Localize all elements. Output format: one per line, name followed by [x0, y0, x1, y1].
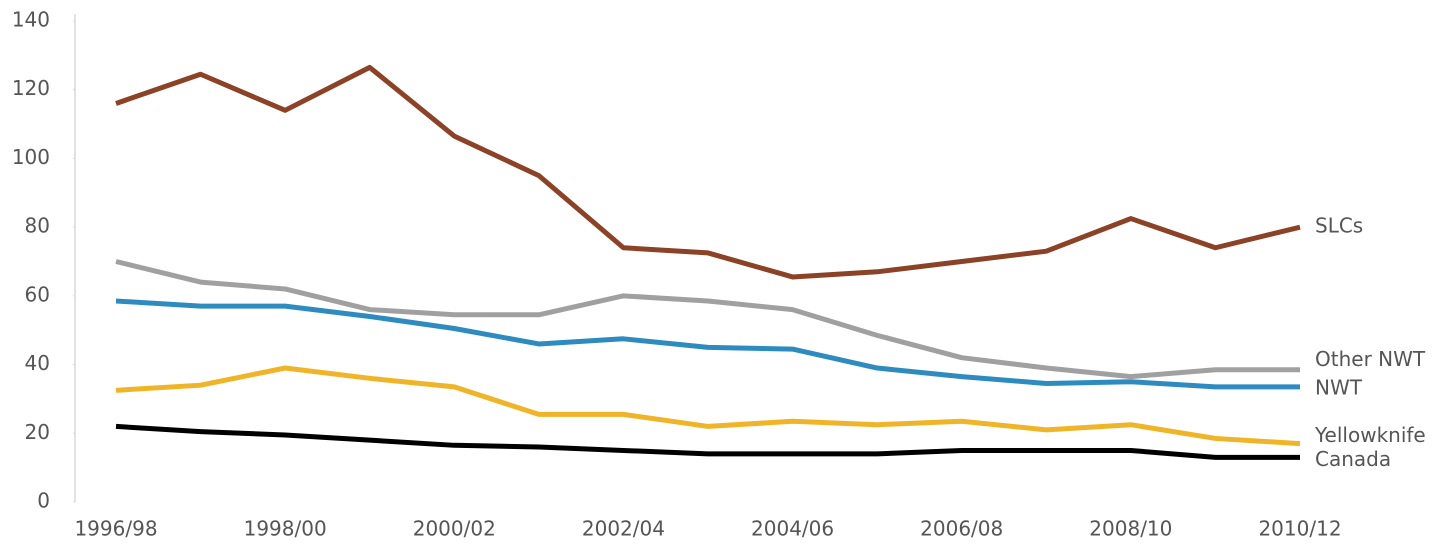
line-series	[115, 298, 1300, 390]
x-tick-label: 2000/02	[413, 517, 496, 541]
x-tick-label: 2008/10	[1089, 517, 1172, 541]
series-label: NWT	[1315, 375, 1363, 399]
y-tick-label: 140	[12, 8, 50, 32]
line-series	[115, 423, 1300, 460]
x-tick-label: 2002/04	[582, 517, 665, 541]
series-label: Other NWT	[1315, 347, 1426, 371]
y-tick-label: 100	[12, 145, 50, 169]
line-series	[115, 259, 1300, 380]
y-tick-label: 60	[25, 282, 50, 306]
series-label: Yellowknife	[1314, 423, 1426, 447]
x-tick-label: 2006/08	[920, 517, 1003, 541]
y-tick-label: 20	[25, 420, 50, 444]
x-tick-label: 2004/06	[751, 517, 834, 541]
x-tick-label: 1998/00	[244, 517, 327, 541]
x-tick-label: 2010/12	[1258, 517, 1341, 541]
y-tick-label: 0	[37, 489, 50, 513]
line-series	[115, 365, 1301, 447]
series-label: SLCs	[1315, 214, 1363, 238]
y-tick-label: 120	[12, 76, 50, 100]
y-tick-label: 80	[25, 214, 50, 238]
series-label: Canada	[1315, 447, 1391, 471]
x-tick-label: 1996/98	[74, 517, 157, 541]
y-tick-label: 40	[25, 351, 50, 375]
line-series	[115, 64, 1301, 280]
